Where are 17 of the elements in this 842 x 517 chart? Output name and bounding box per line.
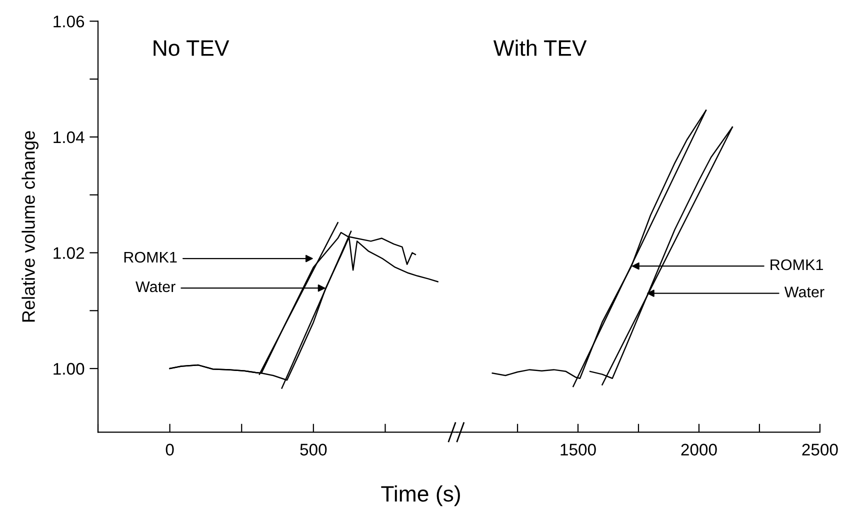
annotation: No TEV [154,40,230,56]
annotation: Water [136,282,176,292]
y-tick-label: 1.04 [54,131,84,144]
x-tick-label: 2500 [802,444,838,456]
y-axis-title: Relative volume change [22,131,38,322]
x-tick-label: 0 [166,444,174,456]
x-tick-label: 1500 [560,444,596,456]
annotation: With TEV [493,40,587,56]
y-tick-label: 1.00 [54,362,84,375]
annotation: ROMK1 [124,252,177,263]
x-tick-label: 2000 [681,444,717,456]
y-tick-label: 1.02 [54,247,84,259]
x-tick-label: 500 [300,444,327,456]
x-axis-title: Time (s) [381,485,460,506]
annotation: Water [784,286,824,298]
y-tick-label: 1.06 [54,16,84,28]
annotation: ROMK1 [770,259,823,270]
